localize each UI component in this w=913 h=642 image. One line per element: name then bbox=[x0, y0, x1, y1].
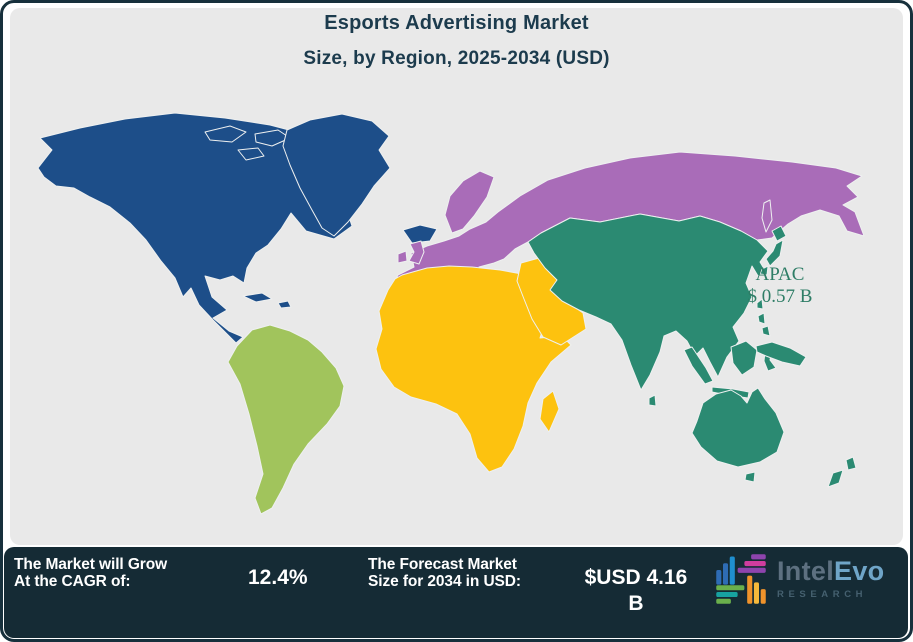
stats-bar: The Market will Grow At the CAGR of: 12.… bbox=[4, 547, 908, 638]
apac-annotation-region: APAC bbox=[755, 264, 805, 285]
chart-subtitle: Size, by Region, 2025-2034 (USD) bbox=[303, 48, 610, 69]
intelevo-logo-text: IntelEvo RESEARCH bbox=[777, 558, 884, 601]
logo-name-evo: Evo bbox=[834, 556, 885, 586]
cagr-label-line2: At the CAGR of: bbox=[14, 573, 131, 591]
cagr-value: 12.4% bbox=[248, 566, 308, 589]
cagr-label: The Market will Grow At the CAGR of: bbox=[14, 556, 167, 590]
forecast-label: The Forecast Market Size for 2034 in USD… bbox=[368, 556, 521, 590]
forecast-value: $USD 4.16 B bbox=[584, 566, 688, 616]
forecast-label-line1: The Forecast Market bbox=[368, 556, 517, 573]
intelevo-logo: IntelEvo RESEARCH bbox=[714, 551, 884, 607]
intelevo-logo-name: IntelEvo bbox=[777, 558, 884, 585]
apac-annotation-value: $ 0.57 B bbox=[747, 285, 813, 307]
forecast-label-line2: Size for 2034 in USD: bbox=[368, 573, 521, 591]
chart-title: Esports Advertising Market bbox=[324, 12, 589, 34]
logo-name-intel: Intel bbox=[777, 556, 835, 586]
apac-annotation: APAC $ 0.57 B bbox=[728, 264, 832, 308]
title-block: Esports Advertising Market Size, by Regi… bbox=[0, 12, 913, 70]
cagr-label-line1: The Market will Grow bbox=[14, 556, 168, 573]
intelevo-logo-subtitle: RESEARCH bbox=[777, 589, 868, 600]
intelevo-logo-icon bbox=[716, 554, 766, 604]
